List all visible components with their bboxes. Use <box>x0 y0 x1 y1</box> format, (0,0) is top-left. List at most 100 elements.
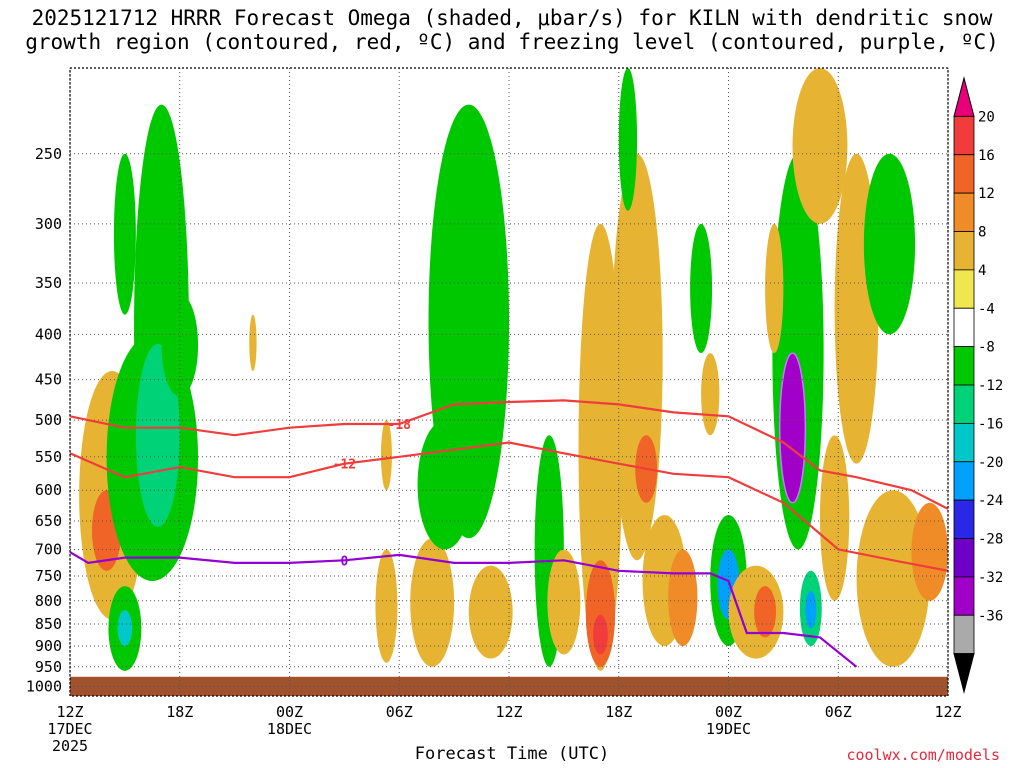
freezing-level-contour <box>69 551 858 668</box>
x-axis-title: Forecast Time (UTC) <box>414 744 610 764</box>
x-tick-year: 2025 <box>52 737 88 755</box>
x-tick-label: 18Z <box>605 703 632 721</box>
x-tick-label: 12Z <box>56 703 83 721</box>
omega-cell-18 <box>578 223 623 671</box>
x-tick-date: 18DEC <box>267 720 312 738</box>
dgz-contour-0 <box>69 399 949 510</box>
omega-cell-5 <box>135 343 180 527</box>
colorbar-label: -24 <box>978 493 1003 509</box>
omega-cell-40 <box>863 153 916 335</box>
colorbar-swatch <box>953 231 975 271</box>
omega-cell-21 <box>611 153 663 561</box>
y-tick-label: 400 <box>35 325 62 343</box>
colorbar-label: -20 <box>978 455 1003 471</box>
colorbar-label: -4 <box>978 301 995 317</box>
x-tick-label: 12Z <box>934 703 961 721</box>
omega-cell-38 <box>819 435 850 601</box>
y-tick-label: 300 <box>35 215 62 233</box>
omega-cell-27 <box>701 353 720 436</box>
colorbar-swatch <box>953 154 975 194</box>
x-tick-date: 17DEC <box>47 720 92 738</box>
colorbar-swatch <box>953 115 975 156</box>
colorbar-label: 12 <box>978 186 995 202</box>
omega-cell-36 <box>805 591 817 629</box>
omega-cell-2 <box>113 153 136 315</box>
colorbar-swatch <box>953 422 975 463</box>
colorbar-label: 20 <box>978 109 995 125</box>
dgz-contour-1-label: -12 <box>333 458 356 473</box>
colorbar-label: 4 <box>978 263 986 279</box>
x-tick-label: 00Z <box>715 703 742 721</box>
x-tick-date: 19DEC <box>706 720 751 738</box>
y-tick-label: 350 <box>35 274 62 292</box>
chart-title: 2025121712 HRRR Forecast Omega (shaded, … <box>25 6 999 54</box>
omega-cell-8 <box>161 293 199 397</box>
x-tick-label: 12Z <box>495 703 522 721</box>
dgz-contour-1 <box>69 441 949 572</box>
colorbar-tip-top <box>953 76 975 117</box>
omega-cell-14 <box>417 420 473 550</box>
dgz-contour-0-label: -18 <box>388 418 412 433</box>
colorbar-swatch <box>953 499 975 539</box>
omega-cell-42 <box>911 502 948 601</box>
omega-cell-9 <box>249 314 257 372</box>
colorbar-label: -8 <box>978 340 995 356</box>
x-tick-label: 06Z <box>386 703 413 721</box>
plot-frame <box>69 67 949 697</box>
colorbar-label: -36 <box>978 608 1003 624</box>
omega-cell-31 <box>754 586 777 638</box>
freezing-level-contour-label: 0 <box>340 554 348 569</box>
colorbar-swatch <box>953 346 975 386</box>
y-tick-label: 900 <box>35 637 62 655</box>
omega-cell-15 <box>468 565 513 659</box>
x-tick-label: 18Z <box>166 703 193 721</box>
y-tick-label: 250 <box>35 145 62 163</box>
omega-cell-11 <box>375 549 398 663</box>
omega-cell-25 <box>618 67 638 211</box>
colorbar: 20 16 12 8 4 -4 -8 -12 -16 -20 -24 -28 -32 -36 <box>953 76 1003 694</box>
colorbar-label: -12 <box>978 378 1003 394</box>
grid-lines <box>69 68 949 696</box>
omega-cell-12 <box>410 538 455 667</box>
omega-cell-17 <box>547 549 581 655</box>
colorbar-tip-bottom <box>953 653 975 694</box>
omega-cell-41 <box>856 490 930 667</box>
omega-cell-7 <box>117 610 133 647</box>
y-tick-label: 600 <box>35 481 62 499</box>
surface-layer <box>70 676 948 696</box>
colorbar-swatch <box>953 269 975 309</box>
omega-cell-10 <box>380 420 392 491</box>
colorbar-swatch <box>953 614 975 655</box>
colorbar-label: -32 <box>978 570 1003 586</box>
omega-cell-20 <box>593 614 608 655</box>
y-tick-label: 550 <box>35 448 62 466</box>
y-tick-label: 950 <box>35 658 62 676</box>
credit-link[interactable]: coolwx.com/models <box>846 746 1000 764</box>
colorbar-swatch <box>953 461 975 501</box>
omega-cell-24 <box>668 549 698 647</box>
colorbar-swatch <box>953 576 975 616</box>
surface-terrain <box>70 676 948 696</box>
contour-lines: -18 -12 0 <box>69 399 949 668</box>
colorbar-swatch <box>953 538 975 578</box>
x-tick-label: 00Z <box>276 703 303 721</box>
omega-cell-34 <box>765 223 784 354</box>
colorbar-label: -16 <box>978 416 1003 432</box>
y-tick-label: 700 <box>35 540 62 558</box>
y-tick-label: 500 <box>35 411 62 429</box>
y-tick-label: 450 <box>35 371 62 389</box>
omega-cell-33 <box>778 352 807 504</box>
y-tick-label: 750 <box>35 567 62 585</box>
colorbar-label: -28 <box>978 532 1003 548</box>
y-tick-label: 650 <box>35 512 62 530</box>
omega-cell-19 <box>585 560 616 667</box>
axes: 250 300 350 400 450 500 550 600 650 700 750 800 850 9… <box>26 67 962 755</box>
colorbar-swatch <box>953 192 975 232</box>
y-tick-label: 800 <box>35 592 62 610</box>
x-tick-label: 06Z <box>825 703 852 721</box>
colorbar-label: 16 <box>978 148 995 164</box>
omega-shading <box>79 67 948 671</box>
omega-cell-26 <box>690 223 713 354</box>
y-tick-label: 1000 <box>26 678 62 696</box>
